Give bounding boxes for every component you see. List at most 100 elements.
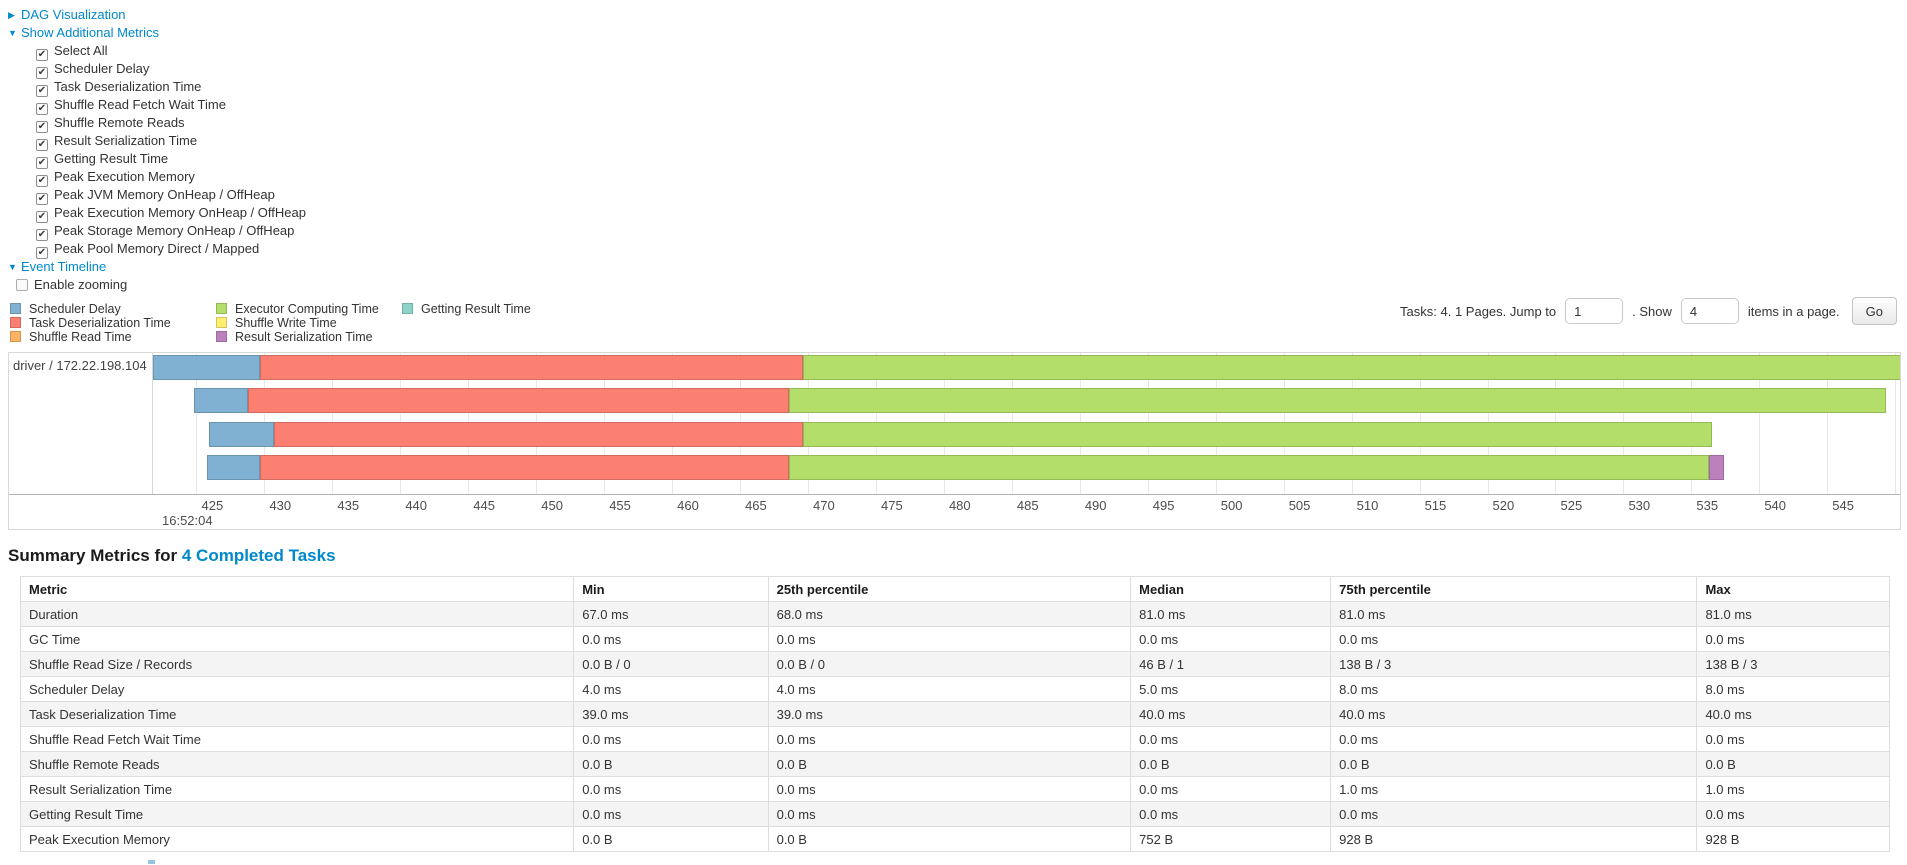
metric-name-cell: Getting Result Time: [19, 801, 575, 827]
metric-value-cell: 0.0 ms: [573, 626, 769, 652]
table-header-cell: 25th percentile: [767, 576, 1132, 602]
checkbox-checked-icon[interactable]: ✔: [36, 85, 48, 97]
metric-value-cell: 0.0 B: [1696, 751, 1890, 777]
timeline-header: Scheduler Delay Task Deserialization Time…: [0, 294, 1907, 352]
pagination-suffix-text: items in a page.: [1747, 303, 1840, 319]
metric-value-cell: 0.0 ms: [573, 801, 769, 827]
metric-checkbox-label: Peak Pool Memory Direct / Mapped: [54, 241, 260, 256]
checkbox-checked-icon[interactable]: ✔: [36, 121, 48, 133]
metric-value-cell: 4.0 ms: [767, 676, 1132, 702]
metric-checkbox-row: ✔ Peak Execution Memory: [8, 168, 1907, 187]
metric-value-cell: 0.0 B: [1130, 751, 1332, 777]
task-bar-segment-task-deserialization[interactable]: [273, 421, 803, 447]
axis-tick-label: 450: [541, 498, 563, 513]
task-bar-segment-task-deserialization[interactable]: [248, 388, 789, 414]
go-button[interactable]: Go: [1851, 297, 1897, 325]
metric-name-cell: Duration: [19, 601, 575, 627]
checkbox-checked-icon[interactable]: ✔: [36, 247, 48, 259]
metric-value-cell: 40.0 ms: [1130, 701, 1332, 727]
metric-value-cell: 0.0 B: [767, 751, 1132, 777]
dag-visualization-toggle[interactable]: ▶ DAG Visualization: [8, 6, 1907, 24]
metric-value-cell: 81.0 ms: [1130, 601, 1332, 627]
checkbox-checked-icon[interactable]: ✔: [36, 175, 48, 187]
jump-to-page-input[interactable]: [1565, 298, 1624, 324]
executor-computing-swatch-icon: [216, 303, 227, 314]
checkbox-checked-icon[interactable]: ✔: [36, 157, 48, 169]
task-bar-segment-task-deserialization[interactable]: [260, 454, 789, 480]
legend-label: Task Deserialization Time: [29, 316, 171, 330]
table-row: Shuffle Remote Reads 0.0 B 0.0 B 0.0 B 0.0 B…: [19, 751, 1890, 777]
metric-value-cell: 0.0 ms: [1330, 726, 1698, 752]
axis-tick-label: 455: [609, 498, 631, 513]
legend-label: Shuffle Read Time: [29, 330, 132, 344]
checkbox-checked-icon[interactable]: ✔: [36, 103, 48, 115]
task-bar-segment-executor-computing[interactable]: [789, 388, 1886, 414]
event-timeline-label: Event Timeline: [21, 259, 107, 274]
metric-name-cell: Peak Execution Memory: [19, 826, 575, 852]
metric-name-cell: Task Deserialization Time: [19, 701, 575, 727]
metric-value-cell: 5.0 ms: [1130, 676, 1332, 702]
axis-tick-label: 445: [473, 498, 495, 513]
task-bar-segment-scheduler-delay[interactable]: [208, 421, 274, 447]
checkbox-checked-icon[interactable]: ✔: [36, 49, 48, 61]
table-row: Getting Result Time 0.0 ms 0.0 ms 0.0 ms 0.0…: [19, 801, 1890, 827]
task-bar-segment-executor-computing[interactable]: [802, 355, 1900, 380]
legend-label: Scheduler Delay: [29, 302, 121, 316]
task-bar-segment-scheduler-delay[interactable]: [193, 388, 249, 414]
axis-gridline: [196, 353, 198, 494]
task-bar-segment-executor-computing[interactable]: [789, 454, 1710, 480]
axis-tick-label: 425: [201, 498, 224, 513]
checkbox-checked-icon[interactable]: ✔: [36, 229, 48, 241]
checkbox-checked-icon[interactable]: ✔: [36, 139, 48, 151]
axis-tick-label: 530: [1628, 498, 1651, 513]
legend-column: Scheduler Delay Task Deserialization Time…: [10, 303, 194, 345]
metric-checkbox-row: ✔ Scheduler Delay: [8, 60, 1907, 79]
axis-tick-label: 520: [1492, 498, 1515, 513]
axis-gridline: [1759, 353, 1761, 494]
event-timeline-toggle[interactable]: ▼ Event Timeline: [8, 258, 1907, 276]
checkbox-checked-icon[interactable]: ✔: [36, 211, 48, 223]
metric-checkbox-list: ✔ Select All ✔ Scheduler Delay ✔ Task Deseria…: [8, 42, 1907, 259]
metric-value-cell: 46 B / 1: [1130, 651, 1332, 677]
legend-item-shuffle-write: Shuffle Write Time: [216, 317, 380, 331]
axis-tick-label: 440: [405, 498, 428, 513]
task-bar-segment-result-serialization[interactable]: [1709, 454, 1724, 480]
enable-zooming-checkbox[interactable]: [16, 279, 28, 291]
task-bar-segment-executor-computing[interactable]: [802, 421, 1712, 447]
legend-label: Executor Computing Time: [235, 302, 379, 316]
checkbox-checked-icon[interactable]: ✔: [36, 193, 48, 205]
metric-name-cell: Shuffle Read Fetch Wait Time: [19, 726, 575, 752]
metric-value-cell: 0.0 B / 0: [767, 651, 1132, 677]
axis-tick-label: 550: [1895, 498, 1900, 513]
axis-tick-label: 435: [337, 498, 360, 513]
metric-checkbox-row: ✔ Result Serialization Time: [8, 132, 1907, 151]
scheduler-delay-swatch-icon: [10, 303, 21, 314]
completed-tasks-link[interactable]: 4 Completed Tasks: [181, 546, 336, 565]
metric-value-cell: 8.0 ms: [1330, 676, 1698, 702]
items-per-page-input[interactable]: [1680, 298, 1739, 324]
axis-tick-label: 460: [677, 498, 699, 513]
metric-value-cell: 928 B: [1696, 826, 1890, 852]
metric-value-cell: 0.0 ms: [573, 776, 769, 802]
metric-checkbox-label: Select All: [54, 43, 108, 58]
metric-value-cell: 40.0 ms: [1696, 701, 1890, 727]
collapsible-section-list: ▶ DAG Visualization ▼ Show Additional Metr…: [0, 0, 1907, 294]
arrow-right-icon: ▶: [8, 10, 15, 20]
axis-time-label: 16:52:04: [162, 513, 213, 528]
metric-value-cell: 0.0 B: [1330, 751, 1698, 777]
axis-tick-label: 505: [1288, 498, 1311, 513]
show-additional-metrics-toggle[interactable]: ▼ Show Additional Metrics: [8, 24, 1907, 42]
metric-checkbox-row: ✔ Peak Pool Memory Direct / Mapped: [8, 240, 1907, 259]
task-pagination: Tasks: 4. 1 Pages. Jump to . Show items …: [1396, 297, 1897, 325]
chart-group-column: driver / 172.22.198.104: [9, 353, 153, 494]
metric-checkbox-label: Peak Execution Memory OnHeap / OffHeap: [54, 205, 306, 220]
checkbox-checked-icon[interactable]: ✔: [36, 67, 48, 79]
metric-value-cell: 0.0 ms: [1696, 726, 1890, 752]
task-bar-segment-scheduler-delay[interactable]: [153, 355, 261, 380]
shuffle-write-swatch-icon: [216, 317, 227, 328]
task-bar-segment-scheduler-delay[interactable]: [207, 454, 261, 480]
table-row: Result Serialization Time 0.0 ms 0.0 ms 0.0…: [19, 776, 1890, 802]
task-bar-segment-task-deserialization[interactable]: [260, 355, 803, 380]
metric-value-cell: 0.0 ms: [767, 801, 1132, 827]
